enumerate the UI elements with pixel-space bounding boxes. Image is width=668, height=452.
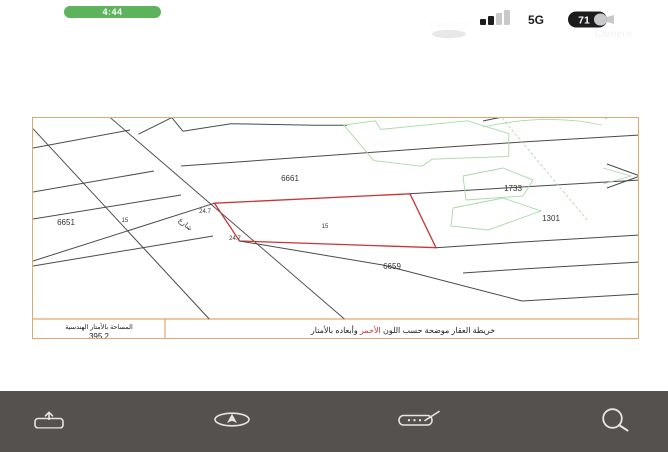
svg-text:395.2: 395.2 (89, 332, 110, 339)
svg-text:15: 15 (122, 218, 129, 224)
svg-text:خريطة العقار موضحة حسب اللون ا: خريطة العقار موضحة حسب اللون الأحمر وأبع… (310, 324, 495, 335)
svg-text:24.7: 24.7 (199, 209, 211, 215)
svg-text:6659: 6659 (383, 262, 401, 271)
svg-text:1733: 1733 (504, 184, 522, 193)
svg-text:6661: 6661 (281, 174, 299, 183)
svg-text:24.7: 24.7 (229, 236, 241, 242)
svg-text:Camera: Camera (594, 28, 632, 40)
svg-text:شارع: شارع (177, 216, 194, 232)
svg-text:1301: 1301 (542, 214, 560, 223)
svg-text:Flashlight: Flashlight (430, 20, 469, 30)
svg-text:6651: 6651 (57, 218, 75, 227)
svg-text:المساحة بالأمتار الهندسية: المساحة بالأمتار الهندسية (65, 321, 133, 331)
svg-text:15: 15 (322, 224, 329, 230)
